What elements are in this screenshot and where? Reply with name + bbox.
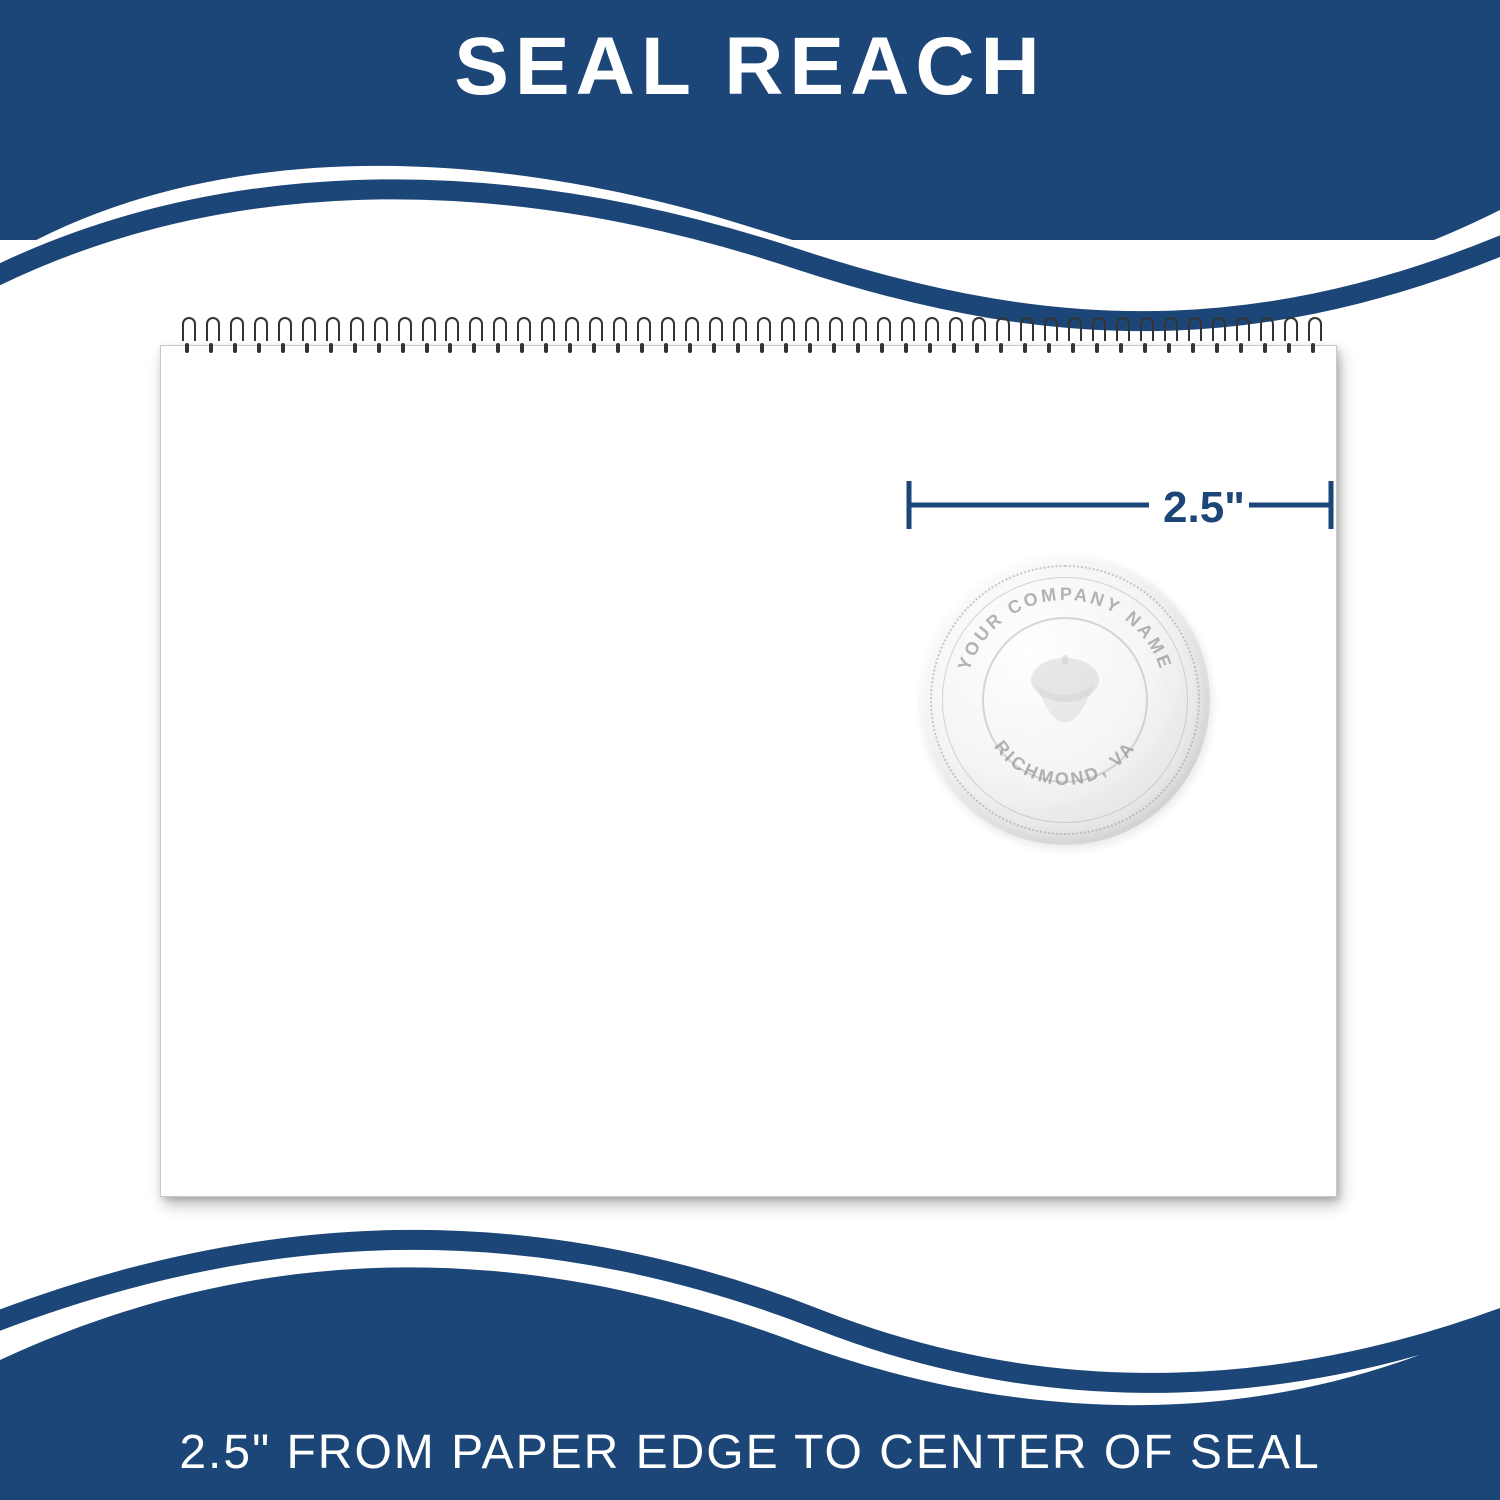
- spiral-ring: [1210, 317, 1224, 355]
- spiral-ring: [1306, 317, 1320, 355]
- spiral-ring: [1066, 317, 1080, 355]
- spiral-ring: [180, 317, 194, 355]
- footer-text: 2.5" FROM PAPER EDGE TO CENTER OF SEAL: [0, 1425, 1500, 1480]
- spiral-ring: [851, 317, 865, 355]
- spiral-ring: [994, 317, 1008, 355]
- spiral-ring: [683, 317, 697, 355]
- spiral-ring: [1090, 317, 1104, 355]
- spiral-ring: [635, 317, 649, 355]
- infographic-canvas: SEAL REACH 2.5" YOUR COMPA: [0, 0, 1500, 1500]
- spiral-ring: [755, 317, 769, 355]
- spiral-ring: [324, 317, 338, 355]
- spiral-ring: [1258, 317, 1272, 355]
- spiral-ring: [947, 317, 961, 355]
- spiral-ring: [659, 317, 673, 355]
- header-title: SEAL REACH: [0, 20, 1500, 114]
- spiral-ring: [252, 317, 266, 355]
- measurement-label: 2.5": [1163, 483, 1245, 533]
- spiral-ring: [1282, 317, 1296, 355]
- spiral-ring: [731, 317, 745, 355]
- spiral-ring: [1114, 317, 1128, 355]
- spiral-ring: [1186, 317, 1200, 355]
- spiral-ring: [1162, 317, 1176, 355]
- spiral-ring: [348, 317, 362, 355]
- spiral-ring: [420, 317, 434, 355]
- spiral-ring: [875, 317, 889, 355]
- measurement-indicator: 2.5": [905, 477, 1335, 537]
- spiral-ring: [611, 317, 625, 355]
- spiral-ring: [372, 317, 386, 355]
- spiral-ring: [515, 317, 529, 355]
- measurement-line: [905, 477, 1335, 541]
- spiral-ring: [587, 317, 601, 355]
- spiral-ring: [396, 317, 410, 355]
- spiral-ring: [779, 317, 793, 355]
- spiral-ring: [1018, 317, 1032, 355]
- spiral-ring: [1234, 317, 1248, 355]
- spiral-ring: [539, 317, 553, 355]
- spiral-ring: [1042, 317, 1056, 355]
- spiral-ring: [970, 317, 984, 355]
- spiral-ring: [1138, 317, 1152, 355]
- spiral-ring: [276, 317, 290, 355]
- spiral-ring: [467, 317, 481, 355]
- spiral-ring: [827, 317, 841, 355]
- spiral-ring: [707, 317, 721, 355]
- spiral-ring: [443, 317, 457, 355]
- spiral-ring: [228, 317, 242, 355]
- spiral-ring: [491, 317, 505, 355]
- acorn-icon: [1020, 645, 1110, 755]
- spiral-ring: [300, 317, 314, 355]
- spiral-binding: [180, 317, 1320, 359]
- embossed-seal: YOUR COMPANY NAME RICHMOND, VA: [920, 555, 1210, 845]
- spiral-ring: [803, 317, 817, 355]
- spiral-ring: [899, 317, 913, 355]
- spiral-ring: [563, 317, 577, 355]
- spiral-ring: [204, 317, 218, 355]
- spiral-ring: [923, 317, 937, 355]
